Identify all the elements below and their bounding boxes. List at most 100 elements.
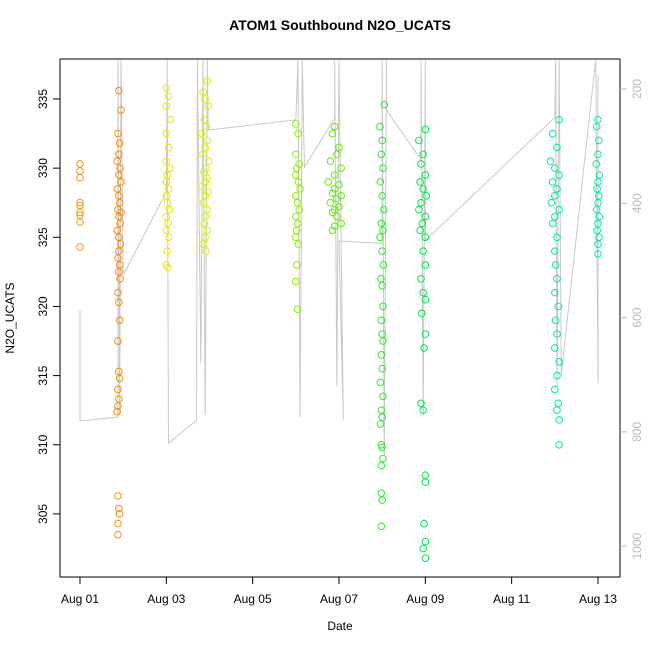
point <box>421 330 430 338</box>
point <box>419 406 427 414</box>
point <box>330 185 339 193</box>
point <box>114 288 122 297</box>
point <box>376 233 384 242</box>
x-tick-label: Aug 01 <box>61 592 99 606</box>
point <box>115 504 123 513</box>
point <box>116 240 125 249</box>
point <box>76 218 84 226</box>
point <box>551 247 559 255</box>
point <box>378 443 386 452</box>
point <box>551 385 559 394</box>
point <box>419 150 427 159</box>
point <box>378 281 386 290</box>
point <box>76 243 84 251</box>
point <box>379 392 387 401</box>
point <box>592 205 601 214</box>
x-tick-label: Aug 11 <box>493 592 530 606</box>
point <box>204 157 213 166</box>
y-tick-label: 305 <box>36 504 50 524</box>
point <box>164 219 172 228</box>
point <box>421 212 430 221</box>
point <box>595 212 604 221</box>
point <box>199 150 207 159</box>
point <box>201 191 209 200</box>
point <box>333 194 341 203</box>
point <box>551 261 560 269</box>
point <box>202 247 210 255</box>
point <box>204 102 212 110</box>
y2-tick-label: 400 <box>630 193 644 213</box>
point <box>164 233 173 242</box>
point <box>553 406 561 414</box>
point <box>555 205 563 214</box>
point <box>114 129 122 138</box>
point <box>202 164 210 172</box>
point <box>115 298 123 307</box>
point <box>295 205 304 214</box>
point <box>379 454 387 463</box>
point <box>200 115 209 124</box>
point <box>593 226 601 235</box>
point <box>164 185 173 193</box>
point <box>378 496 386 504</box>
point <box>113 185 122 193</box>
x-tick-label: Aug 05 <box>234 592 272 606</box>
point <box>415 136 423 145</box>
point <box>594 150 602 159</box>
point <box>379 261 388 269</box>
point <box>376 178 385 186</box>
point <box>203 205 211 214</box>
point <box>376 122 384 131</box>
point <box>555 115 563 124</box>
y-tick-label: 310 <box>36 434 50 454</box>
point <box>417 274 425 283</box>
point <box>594 240 602 249</box>
x-axis-label: Date <box>327 619 353 633</box>
point <box>294 129 302 138</box>
point <box>377 274 385 283</box>
point <box>551 316 560 325</box>
point <box>198 182 206 190</box>
point <box>292 233 300 242</box>
point <box>199 240 207 249</box>
point <box>203 77 212 85</box>
point <box>594 198 602 207</box>
point <box>554 399 563 408</box>
point <box>594 115 602 124</box>
point <box>377 150 386 159</box>
point <box>551 191 559 200</box>
point <box>164 143 173 152</box>
point <box>592 160 601 168</box>
point <box>292 191 300 200</box>
point <box>296 185 304 193</box>
y2-tick-label: 800 <box>630 422 644 442</box>
point <box>551 164 559 172</box>
point <box>547 198 556 207</box>
point <box>378 413 386 421</box>
point <box>201 233 209 242</box>
point <box>555 416 563 424</box>
chart-title: ATOM1 Southbound N2O_UCATS <box>229 17 451 33</box>
point <box>328 129 337 138</box>
point <box>203 174 212 182</box>
point <box>418 219 427 228</box>
point <box>553 185 561 193</box>
point <box>416 178 424 186</box>
point <box>115 510 124 518</box>
point <box>554 302 563 311</box>
point <box>328 208 337 217</box>
point <box>555 440 563 449</box>
point <box>418 309 426 318</box>
point <box>379 302 387 311</box>
point <box>115 86 123 95</box>
point <box>166 115 175 124</box>
point <box>294 240 303 249</box>
point <box>114 337 122 345</box>
point <box>421 554 430 562</box>
point <box>417 198 425 207</box>
point <box>162 226 171 235</box>
point <box>551 212 559 221</box>
point <box>76 174 84 182</box>
point <box>293 305 302 314</box>
